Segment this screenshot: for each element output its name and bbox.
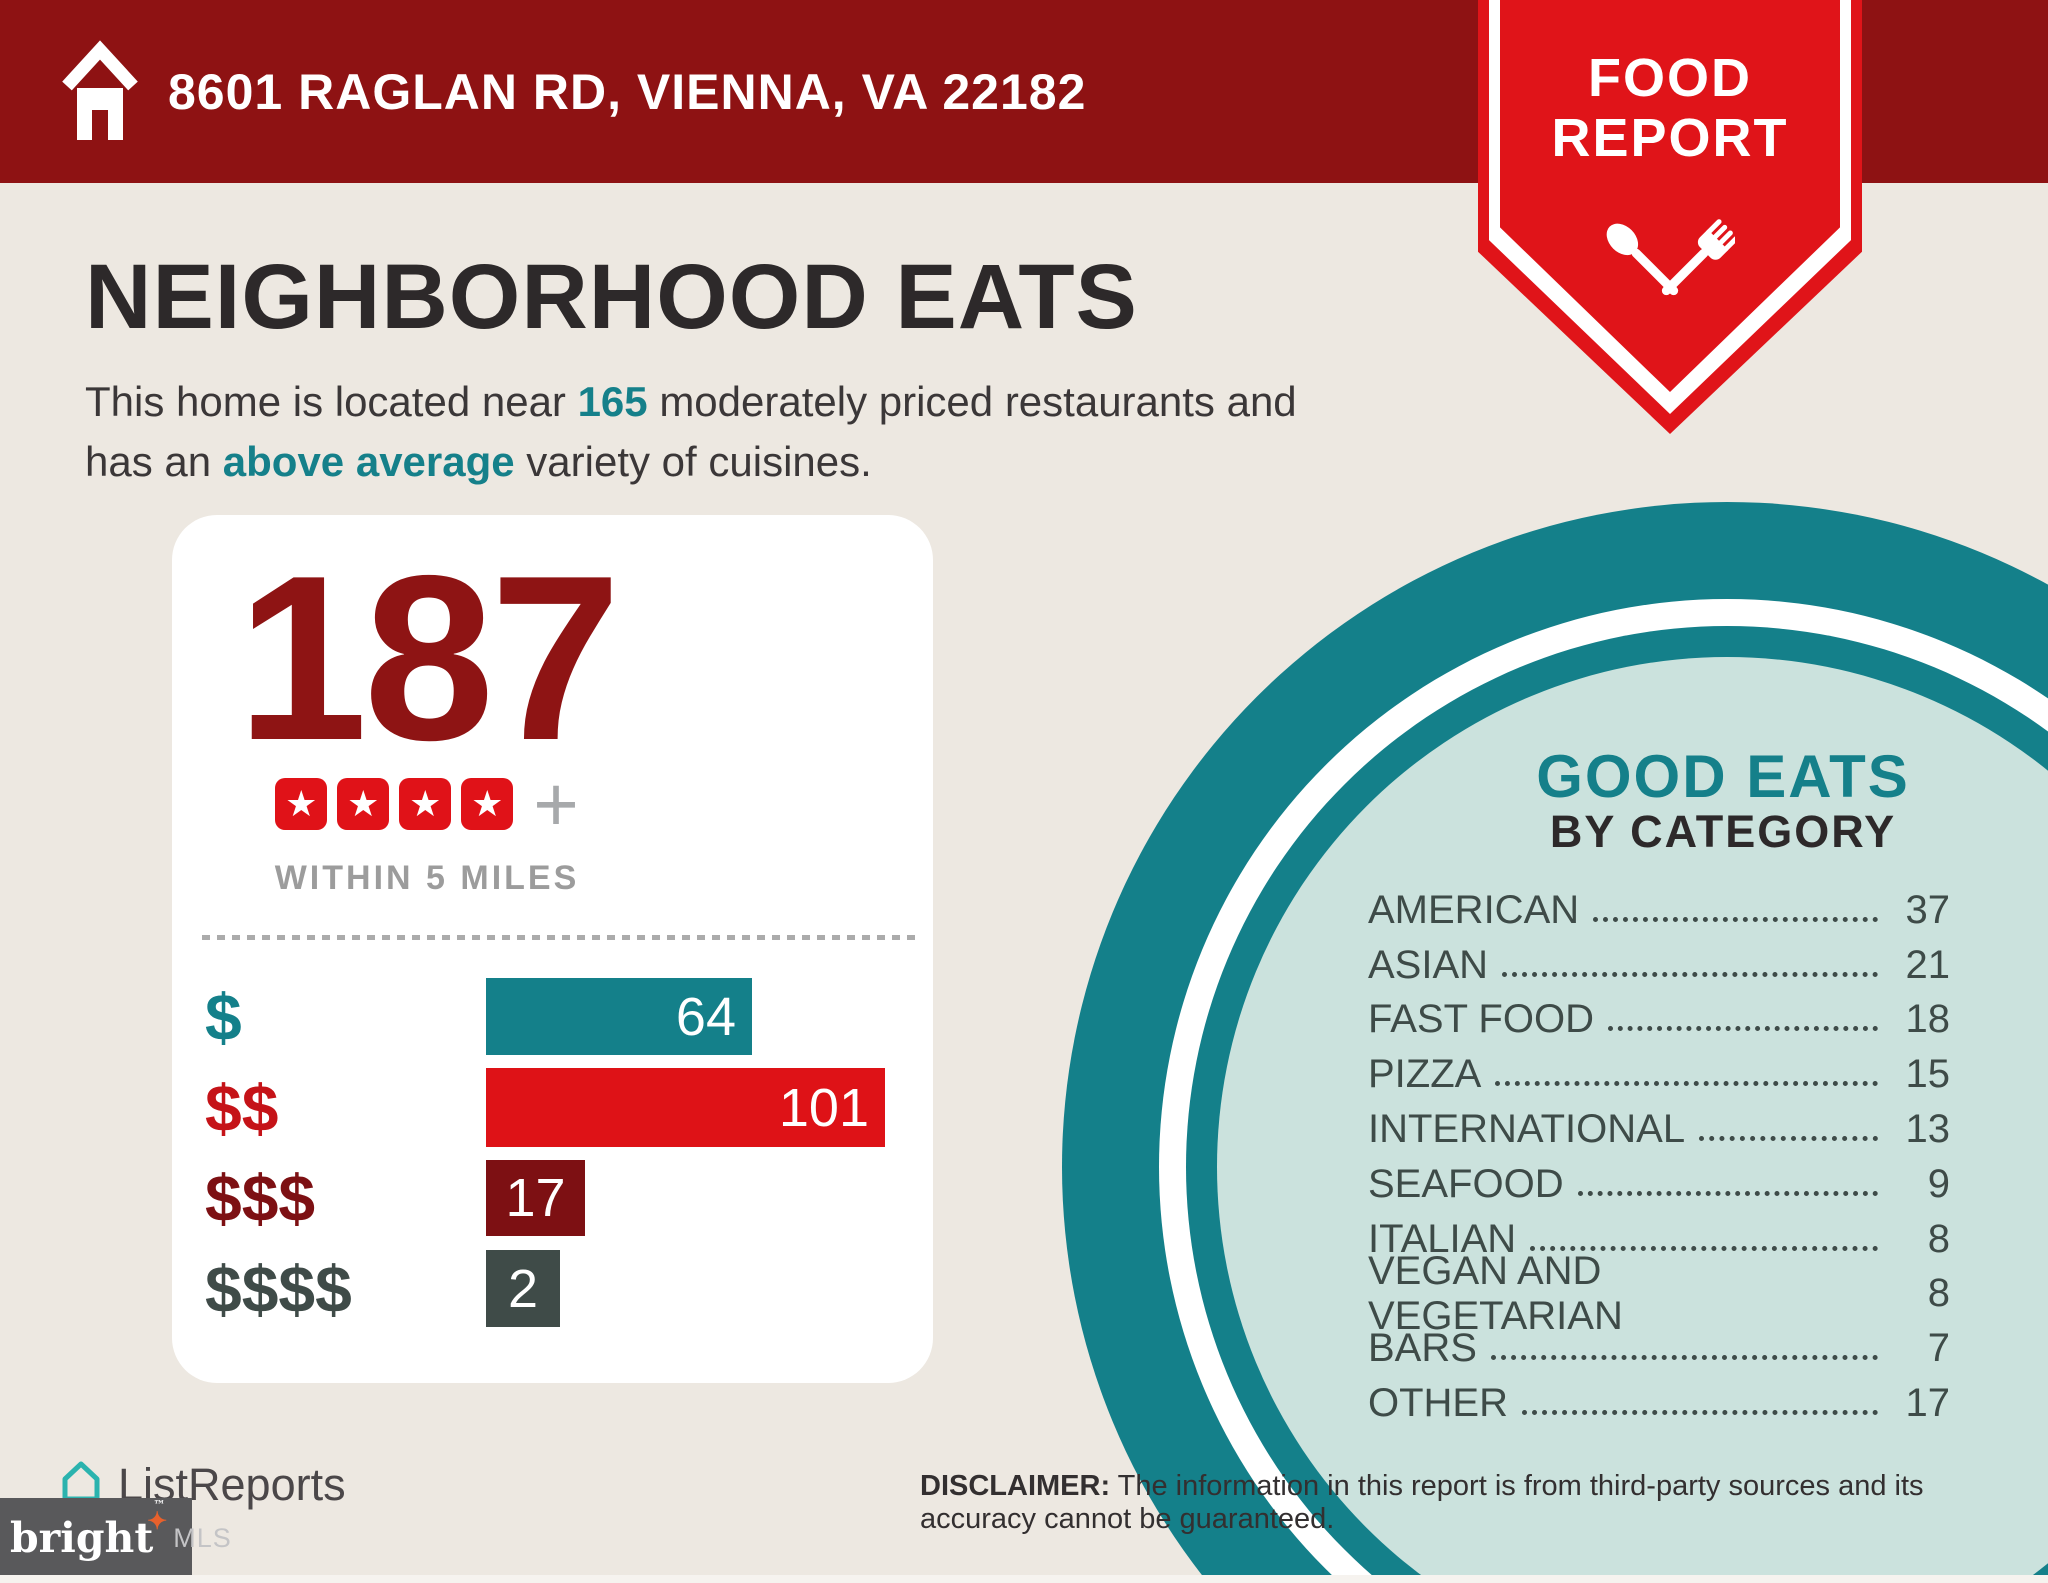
restaurant-summary-card: 187 ★ ★ ★ ★ + WITHIN 5 MILES $64 $$ 101 $$$ 17 $$… [172,515,933,1383]
bright-text: bright [10,1514,154,1562]
page-title: NEIGHBORHOOD EATS [85,246,1138,348]
category-label: VEGAN AND VEGETARIAN [1368,1248,1623,1338]
category-label: AMERICAN [1368,887,1580,932]
bright-star-icon: ✦ [147,1506,168,1535]
ribbon-title: FOOD REPORT [1478,48,1862,168]
category-row: ASIAN 21 [1368,938,1950,993]
mls-text: MLS [173,1522,232,1553]
subtitle-text: This home is located near [85,378,578,425]
star-icon: ★ [399,778,452,830]
good-eats-subtitle: BY CATEGORY [1549,806,1897,857]
category-row: INTERNATIONAL 13 [1368,1102,1950,1157]
dotted-leader [1490,1355,1878,1361]
price-tier-label: $$$$ [205,1251,352,1326]
plus-icon: + [533,760,579,848]
price-tier-bar: 17 [486,1160,585,1236]
price-tier-label: $ [205,979,242,1054]
disclaimer-line2: accuracy cannot be guaranteed. [920,1503,1335,1535]
subtitle-text: has an [85,438,223,485]
category-label: SEAFOOD [1368,1161,1564,1206]
category-row: AMERICAN 37 [1368,883,1950,938]
variety-highlight: above average [222,438,515,485]
bright-wordmark: bright ™ ✦ [10,1498,167,1562]
star-icon: ★ [337,778,390,830]
price-tier-row: $$ 101 [172,1068,933,1147]
category-label: FAST FOOD [1368,997,1594,1042]
category-label: OTHER [1368,1381,1508,1426]
price-tier-row: $$$$ 2 [172,1250,933,1327]
bright-mls-logo: bright ™ ✦ MLS [0,1498,231,1578]
restaurant-total-count: 187 [236,526,621,789]
category-count: 18 [1905,997,1951,1042]
price-tier-row: $64 [172,978,933,1055]
category-row: OTHER 17 [1368,1376,1950,1431]
star-icon: ★ [461,778,514,830]
category-row: BARS 7 [1368,1321,1950,1376]
property-address: 8601 RAGLAN RD, VIENNA, VA 22182 [168,63,1087,120]
star-rating: ★ ★ ★ ★ + [172,760,682,848]
category-row: PIZZA 15 [1368,1047,1950,1102]
price-tier-row: $$$ 17 [172,1160,933,1236]
restaurant-count-highlight: 165 [577,378,648,425]
category-row: VEGAN AND VEGETARIAN 8 [1368,1249,1950,1338]
category-count: 17 [1905,1381,1951,1426]
disclaimer: DISCLAIMER: The information in this repo… [920,1470,2000,1536]
star-icon: ★ [275,778,328,830]
price-tier-label: $$ [205,1070,279,1145]
category-count: 8 [1927,1216,1950,1261]
subtitle-text: variety of cuisines. [514,438,872,485]
page-subtitle: This home is located near 165 moderately… [85,372,1505,492]
price-tier-bar: 64 [486,978,752,1055]
price-tier-bar: 101 [486,1068,885,1147]
category-count: 13 [1905,1107,1951,1152]
dotted-leader [1593,916,1878,922]
category-label: INTERNATIONAL [1368,1107,1686,1152]
category-count: 37 [1905,887,1951,932]
category-row: ITALIAN 8 [1368,1212,1950,1267]
price-tier-label: $$$ [205,1161,316,1235]
category-count: 7 [1927,1326,1950,1371]
ribbon-title-line1: FOOD [1588,48,1752,108]
category-row: FAST FOOD 18 [1368,993,1950,1048]
trademark-symbol: ™ [153,1498,166,1512]
category-label: PIZZA [1368,1052,1482,1097]
price-tier-bar: 2 [486,1250,560,1327]
dotted-leader [1607,1026,1878,1032]
spoon-fork-icon [1605,192,1739,342]
dotted-leader [1577,1190,1878,1196]
category-label: ITALIAN [1368,1216,1517,1261]
dotted-leader [1530,1245,1878,1251]
dotted-leader [1522,1410,1878,1416]
food-report-ribbon: FOOD REPORT [1478,0,1862,434]
disclaimer-line1: The information in this report is from t… [1110,1470,1924,1502]
category-row: SEAFOOD 9 [1368,1157,1950,1212]
bottom-edge-strip [0,1575,2048,1583]
dotted-leader [1699,1136,1878,1142]
category-count: 21 [1905,942,1951,987]
ribbon-title-line2: REPORT [1551,108,1789,168]
home-icon [60,32,140,155]
dotted-leader [1502,971,1878,977]
listreports-house-icon [58,1458,104,1511]
category-list: AMERICAN 37 ASIAN 21 FAST FOOD 18 PIZZA 15 INTER… [1368,883,1950,1431]
category-label: ASIAN [1368,942,1489,987]
dotted-leader [1495,1081,1878,1087]
disclaimer-label: DISCLAIMER: [920,1470,1111,1502]
category-count: 8 [1927,1271,1950,1316]
category-count: 15 [1905,1052,1951,1097]
dashed-divider [202,935,920,940]
good-eats-title: GOOD EATS [1536,743,1910,810]
within-miles-label: WITHIN 5 MILES [274,859,580,897]
category-label: BARS [1368,1326,1477,1371]
category-count: 9 [1927,1161,1950,1206]
subtitle-text: moderately priced restaurants and [647,378,1297,425]
